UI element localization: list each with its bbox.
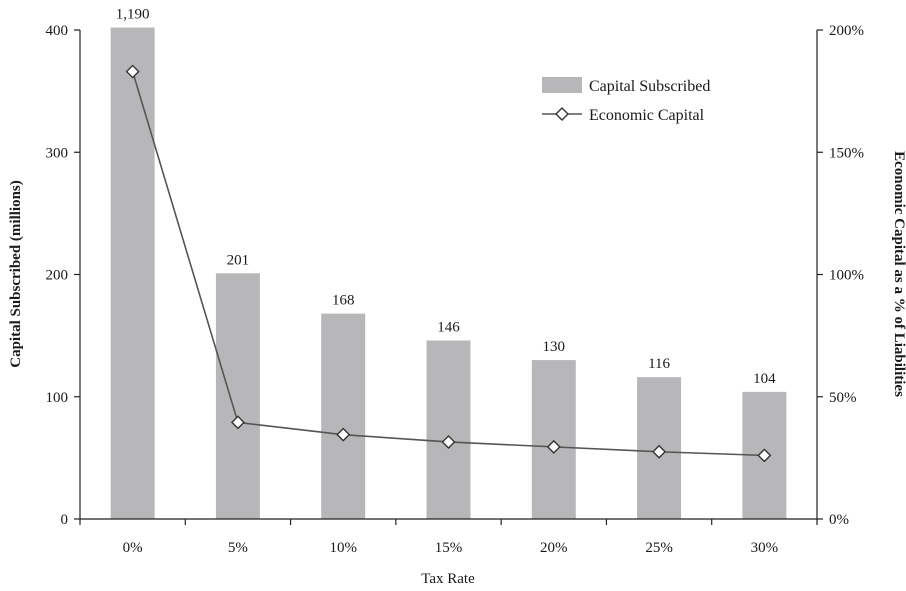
legend-marker-economic-capital: [555, 107, 569, 121]
bar-data-labels: 1,190 201 168 146 130 116 104: [116, 7, 776, 387]
x-tick-label-1: 5%: [228, 540, 248, 556]
bar-data-label-2: 168: [332, 293, 355, 309]
bar-4: [531, 360, 576, 519]
economic-capital-point-5: [652, 444, 667, 459]
x-axis-title: Tax Rate: [421, 571, 475, 587]
economic-capital-point-1: [230, 415, 245, 430]
x-tick-label-5: 25%: [645, 540, 673, 556]
legend-label-capital-subscribed: Capital Subscribed: [589, 78, 710, 95]
bar-series: [110, 27, 787, 520]
x-tick-label-3: 15%: [435, 540, 463, 556]
left-tick-label-3: 300: [46, 145, 69, 161]
bar-2: [321, 313, 366, 519]
bar-data-label-6: 104: [753, 371, 776, 387]
bar-1: [215, 273, 260, 519]
x-tick-label-6: 30%: [751, 540, 779, 556]
left-tick-label-4: 400: [46, 23, 69, 39]
right-tick-label-1: 50%: [829, 390, 857, 406]
left-tick-label-2: 200: [46, 268, 69, 284]
x-axis-ticks: 0% 5% 10% 15% 20% 25% 30%: [79, 519, 818, 556]
economic-capital-point-6: [757, 448, 772, 463]
economic-capital-line: [125, 64, 772, 463]
left-tick-label-1: 100: [46, 390, 69, 406]
bar-0: [110, 27, 155, 520]
left-axis-ticks: 0 100 200 300 400: [46, 23, 80, 528]
economic-capital-point-3: [441, 434, 456, 449]
economic-capital-point-0: [125, 64, 140, 79]
right-tick-label-0: 0%: [829, 512, 849, 528]
x-tick-label-4: 20%: [540, 540, 568, 556]
bar-data-label-4: 130: [543, 339, 566, 355]
legend-swatch-capital-subscribed: [542, 77, 582, 93]
economic-capital-point-2: [336, 427, 351, 442]
left-tick-label-0: 0: [61, 512, 69, 528]
legend-label-economic-capital: Economic Capital: [589, 107, 705, 124]
y2-axis-title: Economic Capital as a % of Liabilities: [891, 151, 906, 397]
right-tick-label-4: 200%: [829, 23, 864, 39]
bar-data-label-3: 146: [437, 320, 460, 336]
legend: Capital Subscribed Economic Capital: [542, 77, 710, 124]
bar-data-label-5: 116: [648, 356, 670, 372]
x-tick-label-2: 10%: [329, 540, 357, 556]
bar-data-label-0: 1,190: [116, 7, 150, 23]
right-axis-ticks: 0% 50% 100% 150% 200%: [817, 23, 864, 528]
right-tick-label-2: 100%: [829, 268, 864, 284]
economic-capital-point-4: [546, 439, 561, 454]
right-tick-label-3: 150%: [829, 145, 864, 161]
y-axis-title: Capital Subscribed (millions): [8, 180, 24, 368]
bar-3: [426, 340, 471, 519]
bar-data-label-1: 201: [227, 252, 250, 268]
x-tick-label-0: 0%: [123, 540, 143, 556]
